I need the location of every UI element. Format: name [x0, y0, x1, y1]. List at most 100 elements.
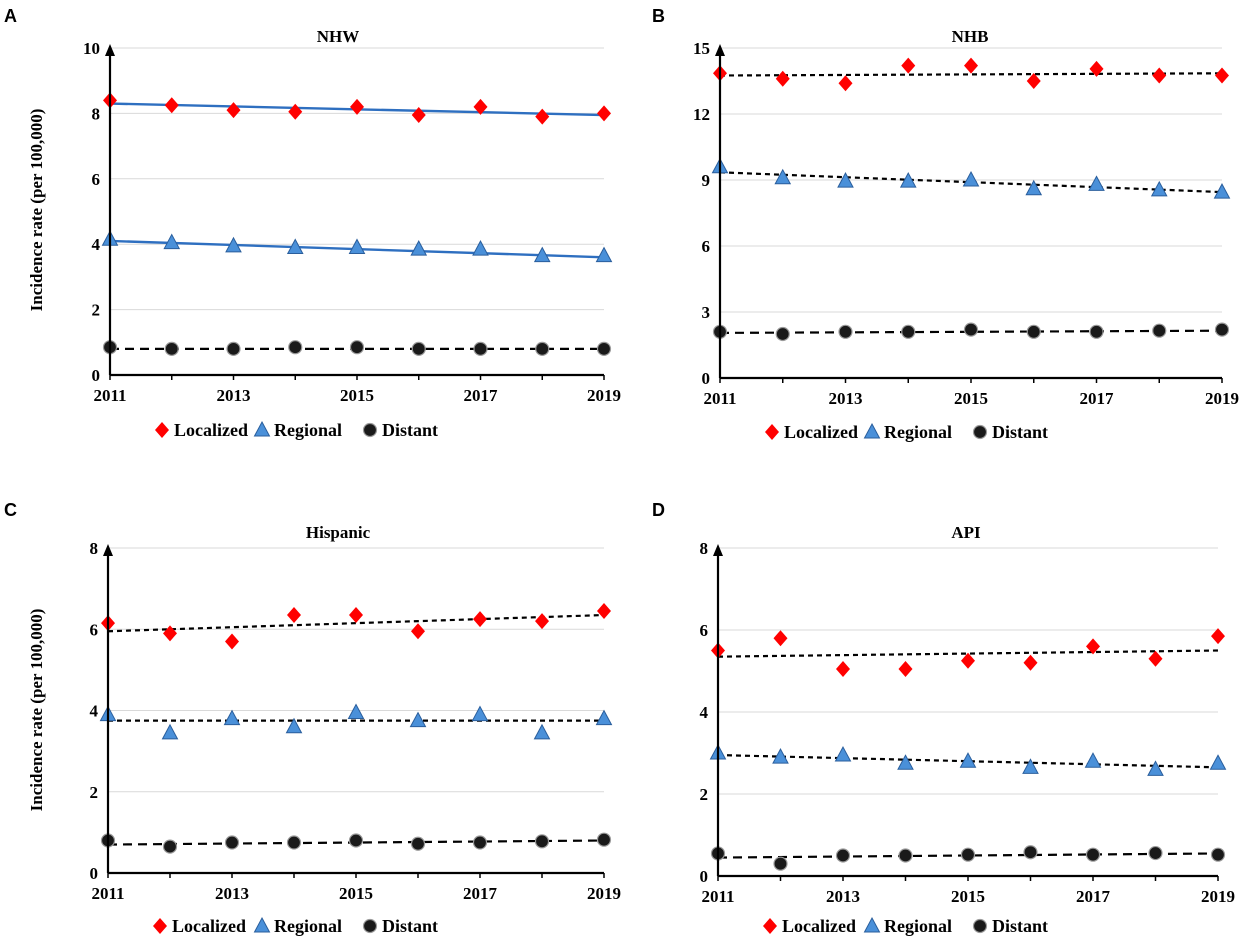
y-tick-label: 4	[92, 235, 101, 254]
data-point-localized	[1026, 73, 1041, 89]
y-tick-label: 15	[693, 39, 710, 58]
data-point-distant	[773, 856, 788, 871]
x-tick-label: 2013	[829, 389, 863, 408]
data-point-regional	[1209, 754, 1227, 770]
y-tick-label: 6	[92, 170, 101, 189]
panel-letter-c: C	[4, 500, 17, 520]
legend-label-distant: Distant	[992, 916, 1048, 936]
y-tick-label: 8	[90, 539, 99, 558]
x-tick-label: 2011	[91, 884, 124, 903]
data-point-localized	[961, 652, 975, 669]
x-tick-label: 2015	[954, 389, 988, 408]
y-tick-label: 2	[700, 785, 709, 804]
data-point-distant	[1210, 847, 1226, 862]
data-point-regional	[225, 236, 242, 253]
data-point-localized	[535, 613, 549, 630]
data-point-distant	[775, 326, 790, 342]
data-point-regional	[472, 240, 489, 256]
data-point-localized	[775, 70, 790, 87]
x-tick-label: 2017	[1080, 389, 1115, 408]
data-point-localized	[411, 107, 426, 124]
x-tick-label: 2015	[951, 887, 985, 906]
data-point-regional	[348, 238, 366, 254]
data-point-distant	[411, 341, 426, 356]
data-point-regional	[1213, 183, 1231, 199]
data-point-regional	[161, 723, 179, 740]
chart-title: API	[951, 523, 981, 542]
legend-label-localized: Localized	[782, 916, 856, 936]
data-point-localized	[288, 103, 303, 120]
data-point-regional	[1150, 180, 1168, 197]
x-tick-label: 2017	[464, 386, 499, 405]
data-point-distant	[963, 322, 979, 337]
trend-line-distant	[717, 852, 1219, 859]
legend-label-distant: Distant	[382, 916, 438, 936]
panel-b: B NHB 0 3 6 9 12 15 2011 2013 2015 2017 2019 Local…	[652, 6, 1239, 442]
data-point-localized	[1086, 638, 1100, 655]
data-point-distant	[1152, 323, 1167, 338]
legend-label-regional: Regional	[884, 422, 952, 442]
x-tick-label: 2017	[463, 884, 498, 903]
x-tick-label: 2015	[339, 884, 373, 903]
data-point-distant	[224, 835, 240, 850]
y-tick-label: 6	[702, 237, 711, 256]
y-tick-label: 8	[700, 539, 709, 558]
data-point-distant	[596, 341, 612, 356]
data-point-regional	[409, 711, 427, 728]
trend-line-localized	[107, 613, 605, 633]
data-point-regional	[410, 240, 428, 256]
legend-label-distant: Distant	[382, 420, 438, 440]
legend-marker-regional	[253, 916, 271, 933]
data-point-localized	[164, 97, 179, 114]
data-point-regional	[1088, 175, 1105, 191]
panel-letter-d: D	[652, 500, 665, 520]
data-point-distant	[535, 341, 550, 356]
data-point-localized	[349, 607, 363, 624]
data-point-localized	[287, 607, 301, 624]
data-point-distant	[288, 340, 303, 355]
trend-line-regional	[719, 171, 1223, 194]
y-tick-label: 6	[90, 620, 99, 639]
legend-marker-regional	[253, 420, 271, 437]
data-point-distant	[286, 835, 302, 850]
data-point-localized	[226, 102, 241, 119]
legend-marker-distant	[972, 918, 988, 934]
data-point-regional	[533, 723, 551, 740]
chart-title: NHW	[317, 27, 360, 46]
data-point-regional	[1084, 752, 1102, 768]
legend-label-regional: Regional	[274, 916, 342, 936]
data-point-distant	[472, 835, 488, 850]
legend-marker-distant	[362, 918, 378, 934]
legend-marker-localized	[763, 918, 777, 934]
data-point-localized	[1023, 654, 1038, 671]
data-point-localized	[473, 98, 488, 115]
data-point-distant	[1085, 847, 1101, 862]
data-point-distant	[596, 832, 612, 847]
data-point-localized	[1152, 67, 1167, 84]
y-tick-label: 2	[90, 783, 99, 802]
data-point-localized	[473, 611, 487, 628]
data-point-regional	[959, 752, 977, 768]
y-tick-label: 3	[702, 303, 711, 322]
y-axis-title: Incidence rate (per 100,000)	[27, 609, 46, 812]
y-tick-label: 10	[83, 39, 100, 58]
panel-a: A NHW Incidence rate (per 100,000) 0 2 4 6 8…	[4, 6, 621, 440]
y-tick-label: 0	[92, 366, 101, 385]
data-point-distant	[534, 834, 550, 849]
legend-marker-localized	[765, 424, 779, 440]
x-tick-label: 2019	[587, 386, 621, 405]
trend-line-distant	[719, 329, 1223, 334]
x-tick-label: 2013	[215, 884, 249, 903]
y-axis-arrow	[715, 44, 725, 56]
data-point-localized	[901, 57, 916, 74]
data-point-localized	[163, 625, 177, 642]
y-tick-label: 4	[700, 703, 709, 722]
x-tick-label: 2017	[1076, 887, 1111, 906]
panel-letter-a: A	[4, 6, 17, 26]
y-axis-arrow	[103, 544, 113, 556]
data-point-regional	[899, 172, 917, 188]
y-axis-title: Incidence rate (per 100,000)	[27, 109, 46, 312]
data-point-regional	[595, 246, 613, 263]
data-point-distant	[1089, 324, 1104, 339]
